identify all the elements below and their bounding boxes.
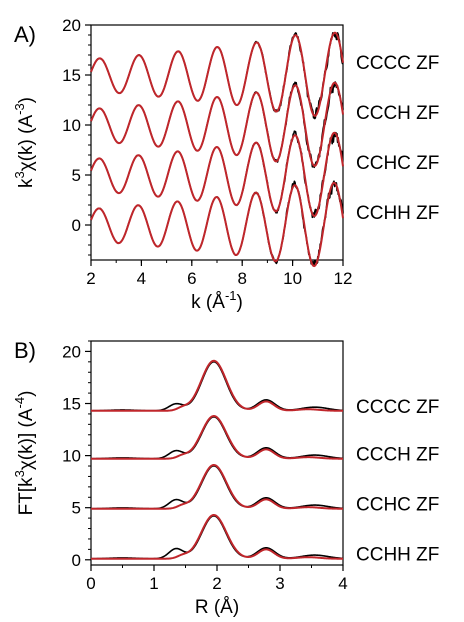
fit-curve	[90, 513, 344, 560]
legend-a: CCCC ZF CCCH ZF CCHC ZF CCHH ZF	[356, 53, 439, 224]
experiment-curve	[90, 465, 344, 510]
fit-curve	[90, 463, 344, 510]
x-tick-label: 0	[86, 574, 95, 593]
y-axis-label-a: k3χ(k) (A-3)	[12, 97, 37, 188]
x-tick-label: 1	[149, 574, 158, 593]
y-tick-label: 5	[72, 499, 81, 518]
x-tick-label: 12	[334, 269, 353, 288]
y-axis-label-b: FT[k3χ(k)] (A-4)	[12, 391, 37, 516]
x-tick-label: 4	[338, 574, 347, 593]
x-tick-label: 10	[283, 269, 302, 288]
axis-ticks-b: 0 1 2 3 4 0 5 10 15 20	[62, 340, 348, 593]
y-tick-label: 10	[62, 447, 81, 466]
panel-a: A) 2 4 6 8 10 12 0 5 10 15 20 CCCC ZF CCCH ZF CCHC Z…	[12, 16, 439, 313]
x-tick-label: 2	[212, 574, 221, 593]
series-label: CCHH ZF	[356, 203, 439, 224]
fit-curve	[90, 81, 344, 167]
series-label: CCCH ZF	[356, 103, 439, 124]
series-label: CCCC ZF	[356, 53, 439, 74]
fit-curve	[90, 359, 344, 412]
y-tick-label: 10	[62, 116, 81, 135]
x-tick-label: 6	[187, 269, 196, 288]
plot-frame-b	[90, 340, 344, 566]
fit-curve	[90, 131, 344, 217]
y-tick-label: 15	[62, 395, 81, 414]
x-tick-label: 8	[237, 269, 246, 288]
legend-b: CCCC ZF CCCH ZF CCHC ZF CCHH ZF	[356, 397, 439, 566]
y-tick-label: 0	[72, 551, 81, 570]
axis-ticks-a: 2 4 6 8 10 12 0 5 10 15 20	[62, 16, 352, 288]
x-axis-label-a: k (Å-1)	[191, 288, 243, 313]
series-label: CCHC ZF	[356, 153, 439, 174]
experiment-curve	[90, 361, 344, 412]
fit-curve	[90, 415, 344, 460]
curves-b	[90, 359, 344, 560]
y-tick-label: 20	[62, 16, 81, 35]
y-tick-label: 15	[62, 66, 81, 85]
series-label: CCCC ZF	[356, 397, 439, 418]
y-tick-label: 5	[72, 166, 81, 185]
series-label: CCHC ZF	[356, 495, 439, 516]
fit-curve	[90, 181, 344, 268]
series-label: CCHH ZF	[356, 545, 439, 566]
fit-curve	[90, 31, 344, 117]
series-label: CCCH ZF	[356, 445, 439, 466]
experiment-curve	[90, 515, 344, 560]
experiment-curve	[90, 416, 344, 460]
y-tick-label: 20	[62, 342, 81, 361]
x-tick-label: 2	[86, 269, 95, 288]
panel-label-b: B)	[14, 338, 36, 363]
x-tick-label: 3	[275, 574, 284, 593]
y-tick-label: 0	[72, 216, 81, 235]
x-tick-label: 4	[137, 269, 146, 288]
panel-label-a: A)	[14, 22, 36, 47]
x-axis-label-b: R (Å)	[195, 597, 239, 618]
curves-a	[90, 31, 344, 268]
